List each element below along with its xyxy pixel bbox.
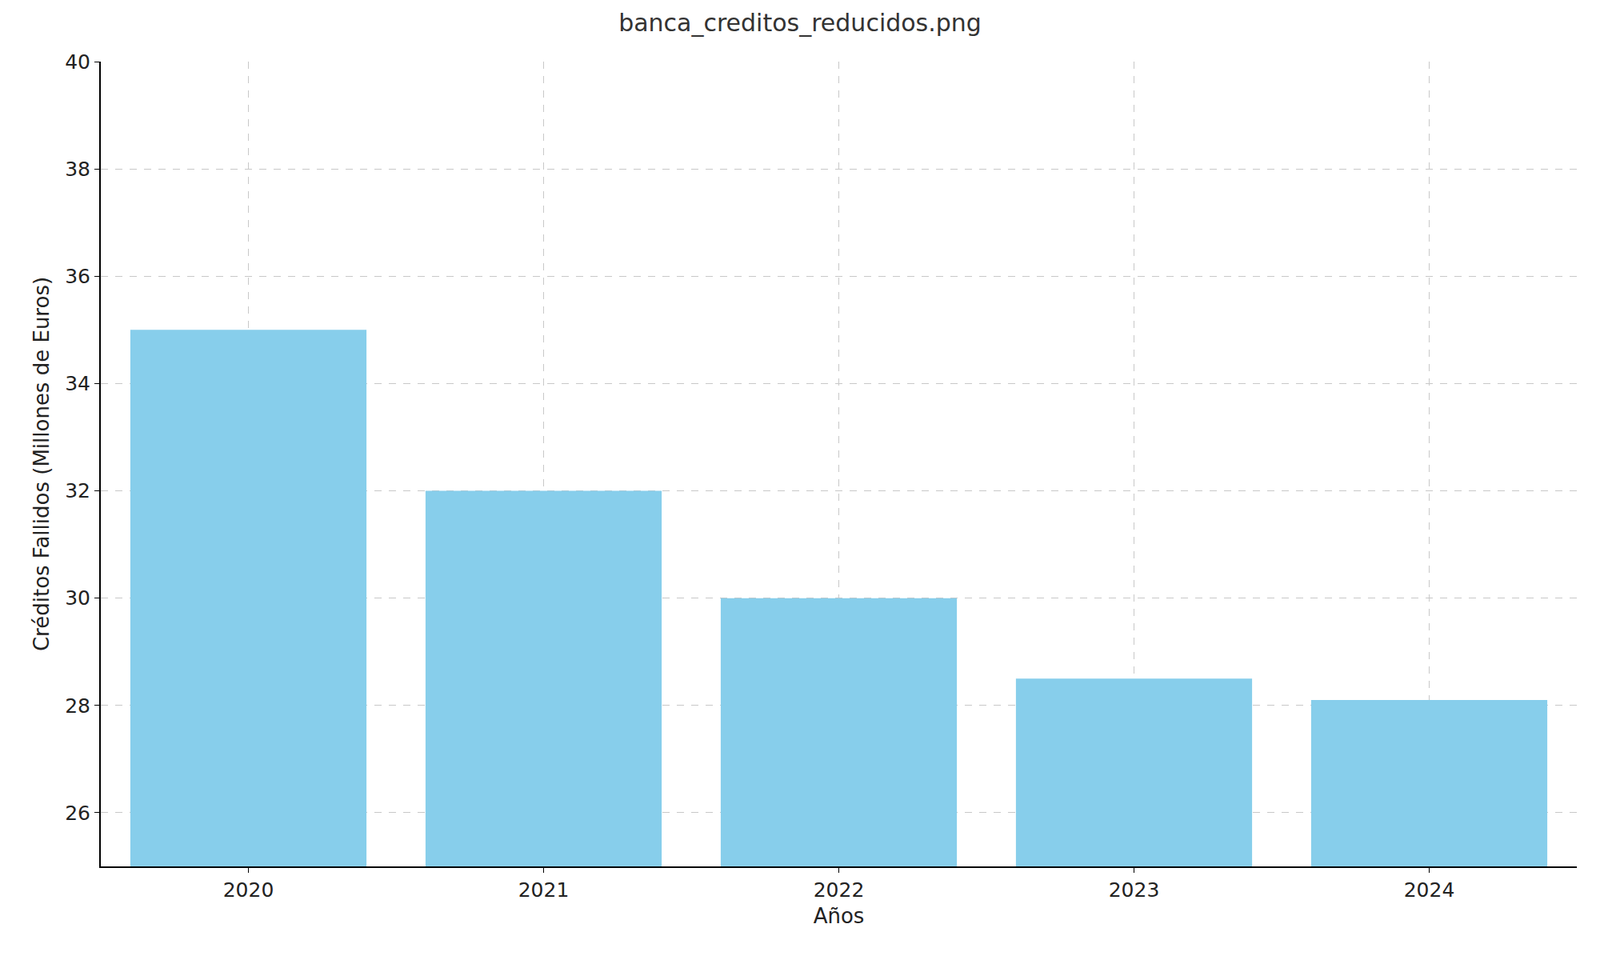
svg-text:32: 32 (64, 479, 91, 503)
svg-text:2023: 2023 (1108, 878, 1160, 902)
svg-text:36: 36 (64, 264, 91, 288)
svg-text:38: 38 (64, 157, 91, 181)
svg-text:26: 26 (64, 801, 91, 825)
svg-text:banca_creditos_reducidos.png: banca_creditos_reducidos.png (618, 8, 982, 37)
svg-text:Créditos Fallidos (Millones de: Créditos Fallidos (Millones de Euros) (29, 276, 54, 652)
svg-text:30: 30 (64, 586, 91, 610)
svg-text:2020: 2020 (223, 878, 275, 902)
svg-text:2024: 2024 (1404, 878, 1456, 902)
svg-text:Años: Años (813, 904, 865, 928)
svg-text:2022: 2022 (813, 878, 865, 902)
svg-text:28: 28 (64, 694, 91, 718)
svg-text:2021: 2021 (518, 878, 570, 902)
svg-text:40: 40 (64, 50, 91, 74)
svg-text:34: 34 (64, 372, 91, 396)
